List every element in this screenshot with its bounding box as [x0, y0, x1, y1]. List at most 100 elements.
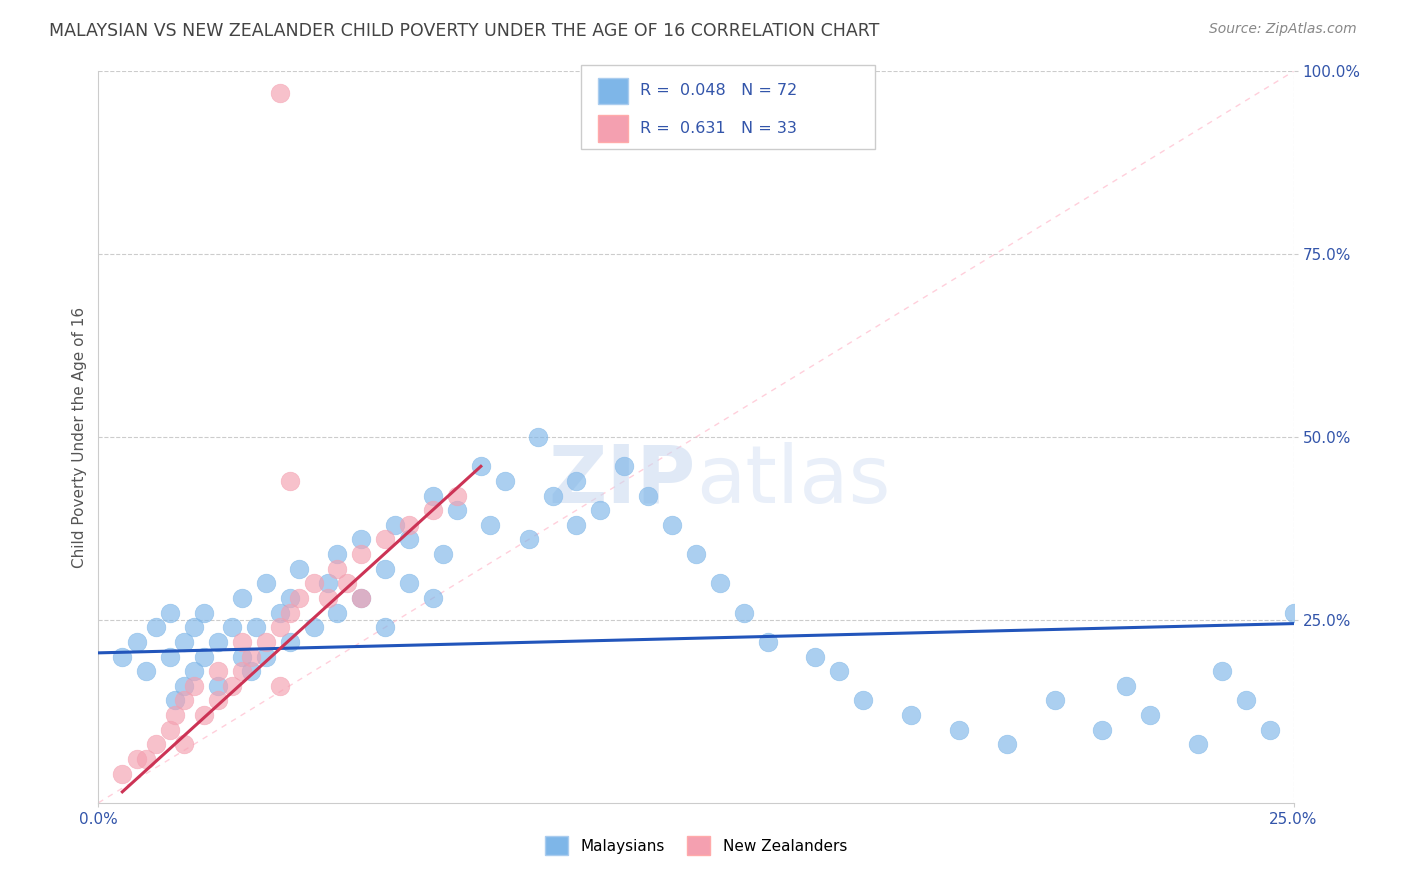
Point: [183, 664, 205, 678]
Point: [245, 620, 267, 634]
Point: [350, 547, 373, 561]
Point: [1091, 723, 1114, 737]
Point: [374, 533, 396, 547]
Point: [135, 664, 157, 678]
Point: [269, 87, 291, 101]
Point: [541, 489, 564, 503]
Point: [145, 737, 167, 751]
Point: [173, 635, 195, 649]
Point: [159, 606, 181, 620]
Point: [685, 547, 707, 561]
Point: [995, 737, 1018, 751]
Point: [661, 517, 683, 532]
Point: [470, 459, 492, 474]
Point: [422, 489, 444, 503]
Point: [422, 591, 444, 605]
Point: [1211, 664, 1233, 678]
Point: [804, 649, 827, 664]
Point: [374, 562, 396, 576]
Point: [828, 664, 851, 678]
Point: [240, 649, 263, 664]
Point: [422, 503, 444, 517]
Point: [207, 635, 229, 649]
Point: [326, 562, 349, 576]
Point: [900, 708, 922, 723]
Point: [221, 620, 243, 634]
Point: [316, 576, 339, 591]
Point: [302, 620, 325, 634]
Point: [269, 679, 291, 693]
Point: [269, 620, 291, 634]
Point: [1282, 606, 1305, 620]
Point: [948, 723, 970, 737]
Point: [350, 591, 373, 605]
Point: [111, 766, 134, 780]
Point: [326, 547, 349, 561]
Point: [163, 708, 186, 723]
Point: [135, 752, 157, 766]
Point: [125, 635, 148, 649]
Point: [517, 533, 540, 547]
Point: [111, 649, 134, 664]
Point: [207, 693, 229, 707]
Point: [288, 562, 311, 576]
Point: [494, 474, 516, 488]
Point: [1043, 693, 1066, 707]
Point: [278, 474, 301, 488]
Point: [1115, 679, 1137, 693]
Point: [565, 517, 588, 532]
Point: [231, 664, 253, 678]
Point: [278, 635, 301, 649]
Point: [183, 620, 205, 634]
Legend: Malaysians, New Zealanders: Malaysians, New Zealanders: [538, 830, 853, 861]
Point: [565, 474, 588, 488]
Point: [207, 679, 229, 693]
Point: [254, 635, 277, 649]
Point: [207, 664, 229, 678]
Point: [193, 606, 215, 620]
Point: [316, 591, 339, 605]
Point: [231, 591, 253, 605]
Point: [221, 679, 243, 693]
Point: [589, 503, 612, 517]
Point: [254, 576, 277, 591]
Point: [756, 635, 779, 649]
Point: [637, 489, 659, 503]
Point: [432, 547, 454, 561]
Point: [183, 679, 205, 693]
Point: [288, 591, 311, 605]
Point: [446, 503, 468, 517]
Point: [145, 620, 167, 634]
Point: [159, 723, 181, 737]
Point: [527, 430, 550, 444]
Text: Source: ZipAtlas.com: Source: ZipAtlas.com: [1209, 22, 1357, 37]
Point: [398, 517, 420, 532]
Point: [163, 693, 186, 707]
Text: MALAYSIAN VS NEW ZEALANDER CHILD POVERTY UNDER THE AGE OF 16 CORRELATION CHART: MALAYSIAN VS NEW ZEALANDER CHILD POVERTY…: [49, 22, 880, 40]
Point: [613, 459, 636, 474]
Point: [278, 591, 301, 605]
Point: [173, 679, 195, 693]
Point: [709, 576, 731, 591]
Point: [240, 664, 263, 678]
Point: [326, 606, 349, 620]
Point: [446, 489, 468, 503]
Point: [254, 649, 277, 664]
Point: [384, 517, 406, 532]
Point: [231, 635, 253, 649]
Point: [1234, 693, 1257, 707]
Point: [125, 752, 148, 766]
Y-axis label: Child Poverty Under the Age of 16: Child Poverty Under the Age of 16: [72, 307, 87, 567]
Point: [269, 606, 291, 620]
Point: [336, 576, 359, 591]
Point: [193, 649, 215, 664]
Point: [374, 620, 396, 634]
Point: [173, 737, 195, 751]
Point: [231, 649, 253, 664]
Text: R =  0.631   N = 33: R = 0.631 N = 33: [640, 121, 797, 136]
Point: [479, 517, 502, 532]
Point: [398, 576, 420, 591]
Point: [350, 591, 373, 605]
Point: [1139, 708, 1161, 723]
Point: [302, 576, 325, 591]
